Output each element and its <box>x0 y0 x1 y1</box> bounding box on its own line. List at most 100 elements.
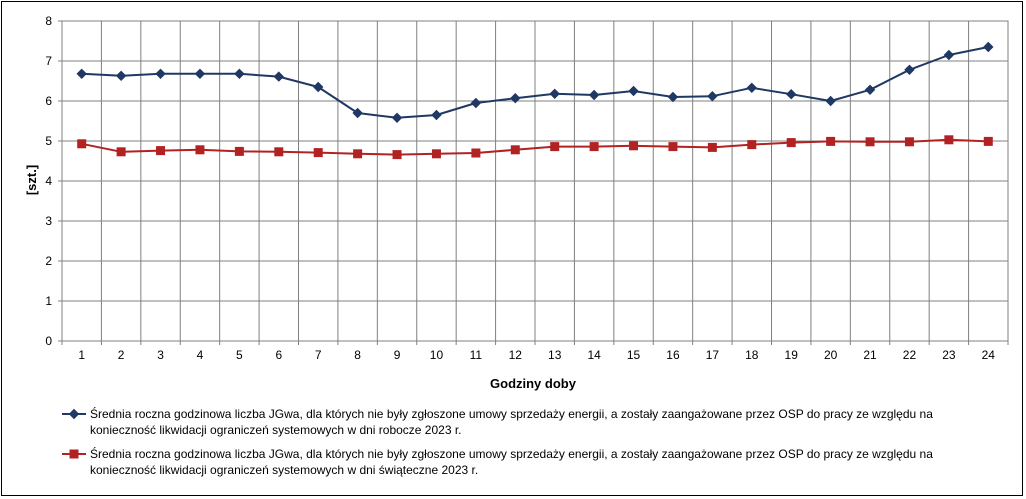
x-tick-label: 17 <box>706 348 720 362</box>
series-2-point <box>589 142 599 152</box>
y-axis-title: [szt.] <box>24 165 39 195</box>
series-2-point <box>234 146 244 156</box>
y-tick-label: 0 <box>45 334 52 348</box>
x-tick-label: 19 <box>785 348 799 362</box>
series-2-point <box>77 139 87 149</box>
series-1-point <box>943 49 955 61</box>
legend-label: Średnia roczna godzinowa liczba JGwa, dl… <box>90 406 933 421</box>
x-tick-label: 2 <box>118 348 125 362</box>
series-2-point <box>707 142 717 152</box>
x-tick-label: 5 <box>236 348 243 362</box>
series-2-point <box>274 147 284 157</box>
series-1-point <box>470 97 482 109</box>
series-2-point <box>156 146 166 156</box>
legend-label: Średnia roczna godzinowa liczba JGwa, dl… <box>90 446 933 461</box>
y-tick-label: 2 <box>45 254 52 268</box>
series-2-line <box>81 138 989 156</box>
series-2 <box>77 135 993 160</box>
series-2-point <box>116 147 126 157</box>
series-2-point <box>195 145 205 155</box>
x-tick-label: 12 <box>509 348 523 362</box>
legend-label: konieczność likwidacji ograniczeń system… <box>90 423 462 437</box>
x-tick-label: 24 <box>982 348 996 362</box>
y-tick-label: 3 <box>45 214 52 228</box>
series-1-point <box>115 70 127 82</box>
legend-marker <box>69 449 79 459</box>
y-tick-labels: 0 1 2 3 4 5 6 7 8 <box>45 14 62 348</box>
series-1-point <box>904 64 915 76</box>
series-1-point <box>588 89 600 101</box>
y-tick-label: 8 <box>45 14 52 28</box>
series-2-point <box>550 142 560 152</box>
x-tick-label: 23 <box>942 348 956 362</box>
x-tick-label: 1 <box>78 348 85 362</box>
series-1-point <box>667 91 679 103</box>
series-2-point <box>510 145 520 155</box>
y-tick-label: 5 <box>45 134 52 148</box>
gridlines <box>62 20 1008 342</box>
series-1-point <box>707 90 718 102</box>
x-tick-label: 18 <box>745 348 759 362</box>
series-2-point <box>944 135 954 145</box>
series-1-point <box>510 92 521 104</box>
x-tick-label: 4 <box>197 348 204 362</box>
series-2-point <box>313 148 323 158</box>
series-layer <box>76 41 994 160</box>
x-tick-label: 16 <box>666 348 680 362</box>
series-1-point <box>391 112 403 124</box>
x-tick-label: 3 <box>157 348 164 362</box>
series-1-point <box>628 85 639 97</box>
series-2-point <box>826 136 836 146</box>
x-tick-label: 20 <box>824 348 838 362</box>
legend-marker <box>68 408 80 420</box>
series-1-point <box>352 107 363 119</box>
x-tick-label: 10 <box>430 348 444 362</box>
series-1-point <box>313 81 324 93</box>
y-tick-label: 4 <box>45 174 52 188</box>
x-axis-title: Godziny doby <box>490 376 577 391</box>
series-2-point <box>904 137 914 147</box>
y-tick-label: 1 <box>45 294 52 308</box>
y-tick-label: 7 <box>45 54 52 68</box>
series-1-point <box>746 82 757 94</box>
series-1 <box>76 41 994 124</box>
legend: Średnia roczna godzinowa liczba JGwa, dl… <box>62 406 933 477</box>
series-2-point <box>747 140 757 150</box>
series-2-point <box>983 136 993 146</box>
series-1-point <box>825 95 836 107</box>
series-1-point <box>155 68 166 80</box>
x-tick-label: 14 <box>587 348 601 362</box>
series-2-point <box>629 141 639 151</box>
series-2-point <box>865 137 875 147</box>
series-1-point <box>273 71 284 82</box>
series-2-point <box>471 148 481 158</box>
x-tick-label: 21 <box>863 348 877 362</box>
x-tick-labels: 1 2 3 4 5 6 7 8 9 10 11 12 13 14 15 16 17 18 19 20 21 22 23 24 <box>61 341 1009 362</box>
x-tick-label: 9 <box>394 348 401 362</box>
y-tick-label: 6 <box>45 94 52 108</box>
series-1-point <box>76 68 87 80</box>
series-1-point <box>786 88 797 100</box>
series-1-point <box>983 41 994 53</box>
x-tick-label: 13 <box>548 348 562 362</box>
series-2-point <box>668 142 678 152</box>
x-tick-label: 15 <box>627 348 641 362</box>
x-tick-label: 6 <box>275 348 282 362</box>
x-tick-label: 11 <box>470 348 483 362</box>
series-1-point <box>431 109 442 121</box>
series-2-point <box>353 149 363 159</box>
series-1-point <box>234 68 245 80</box>
series-2-point <box>431 149 441 159</box>
series-2-point <box>392 150 402 160</box>
series-1-point <box>549 88 560 100</box>
series-1-point <box>864 84 876 96</box>
x-tick-label: 7 <box>315 348 322 362</box>
legend-label: konieczność likwidacji ograniczeń system… <box>90 463 478 477</box>
x-tick-label: 22 <box>903 348 917 362</box>
series-1-point <box>194 68 206 80</box>
x-tick-label: 8 <box>354 348 361 362</box>
series-2-point <box>786 138 796 148</box>
series-1-line <box>81 46 989 119</box>
